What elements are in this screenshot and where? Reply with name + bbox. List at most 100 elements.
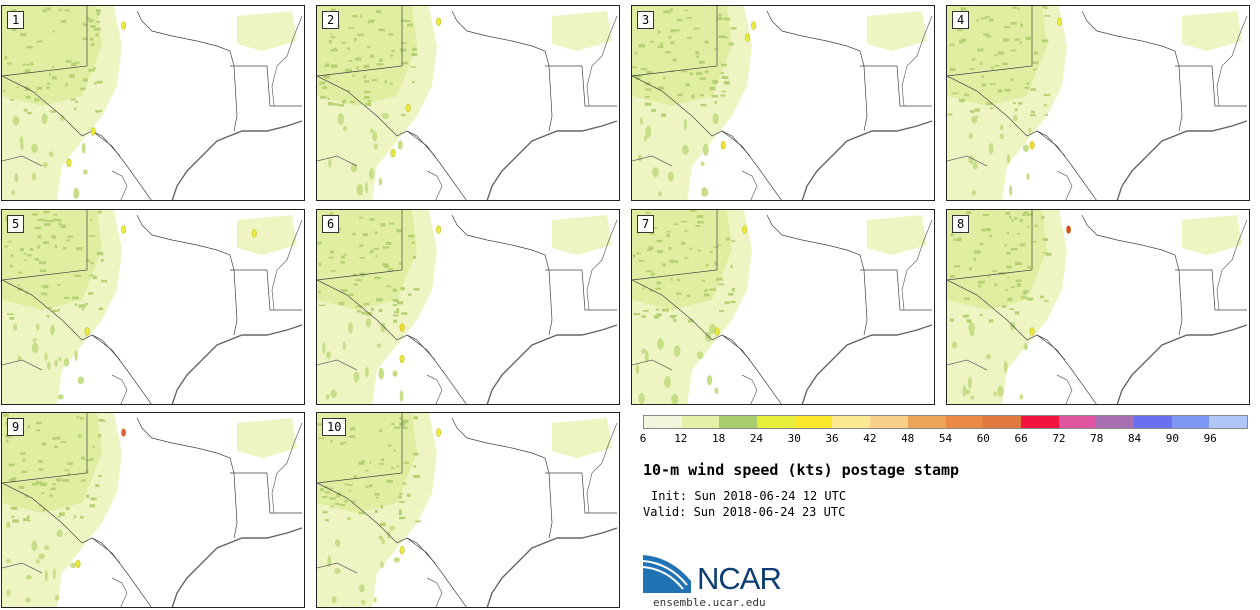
wind-speckle — [58, 8, 63, 11]
wind-cell — [1009, 185, 1013, 196]
wind-speckle — [681, 241, 686, 245]
wind-speckle — [381, 458, 384, 462]
wind-speckle — [80, 515, 84, 519]
state-border — [1216, 15, 1248, 107]
wind-cell — [997, 385, 1004, 397]
wind-speckle — [74, 274, 82, 277]
wind-speckle — [398, 516, 406, 520]
state-border — [91, 537, 121, 564]
wind-speckle — [346, 47, 350, 51]
wind-speckle — [957, 237, 962, 242]
wind-speckle — [23, 108, 28, 112]
wind-speckle — [969, 109, 974, 113]
wind-cell — [1028, 128, 1032, 133]
wind-cell — [1022, 144, 1030, 152]
wind-cell — [968, 132, 973, 139]
wind-speckle — [1022, 212, 1026, 216]
state-border — [2, 210, 88, 281]
wind-speckle — [724, 81, 730, 85]
wind-speckle — [715, 277, 723, 281]
colorbar-swatch — [1133, 416, 1172, 428]
state-border — [1216, 219, 1248, 311]
wind-cell — [41, 113, 48, 124]
wind-cell — [353, 371, 360, 383]
wind-speckle — [634, 51, 638, 55]
wind-speckle — [82, 22, 86, 26]
wind-speckle — [375, 276, 381, 280]
wind-speckle — [387, 444, 392, 447]
wind-speckle — [353, 283, 358, 286]
wind-speckle — [407, 234, 415, 238]
colorbar-ticks: 6 12 18 24 30 36 42 48 54 60 66 72 78 84 90 96 — [640, 432, 1248, 446]
wind-speckle — [328, 39, 332, 44]
wind-speckle — [22, 458, 26, 462]
wind-cell — [967, 376, 972, 389]
wind-speckle — [58, 515, 61, 518]
state-border — [1175, 269, 1247, 311]
wind-speckle — [74, 107, 77, 110]
wind-speckle — [714, 100, 717, 105]
wind-speckle — [645, 88, 652, 91]
wind-speckle — [74, 303, 77, 307]
wind-speckle — [993, 54, 998, 57]
colorbar-swatch — [1209, 416, 1247, 428]
wind-speckle — [53, 445, 59, 449]
wind-speckle — [986, 35, 992, 38]
wind-cell — [58, 357, 62, 362]
wind-speckle — [1027, 297, 1034, 301]
wind-speckle — [341, 255, 345, 259]
wind-speckle — [70, 74, 75, 78]
panel-label: 2 — [322, 11, 340, 29]
state-border — [1178, 65, 1183, 132]
state-border — [2, 75, 152, 200]
wind-speckle — [24, 259, 27, 262]
wind-speckle — [35, 429, 41, 432]
wind-cell — [364, 366, 369, 378]
wind-speckle — [82, 37, 88, 41]
wind-cell — [331, 596, 337, 604]
wind-speckle — [370, 54, 375, 58]
wind-cell — [35, 558, 40, 564]
wind-speckle — [338, 301, 345, 306]
wind-cell — [50, 324, 55, 336]
wind-speckle — [388, 222, 395, 225]
wind-speckle — [69, 74, 72, 78]
wind-speckle — [74, 61, 80, 64]
ncar-logo-text: NCAR — [697, 561, 782, 596]
wind-speckle — [412, 255, 417, 259]
wind-speckle — [670, 278, 673, 281]
wind-hotspot — [75, 559, 81, 569]
wind-speckle — [7, 313, 14, 315]
wind-cell — [31, 143, 38, 153]
wind-speckle — [666, 233, 670, 238]
wind-speckle — [328, 487, 334, 490]
wind-speckle — [7, 240, 12, 243]
colorbar-swatch — [1020, 416, 1059, 428]
wind-hotspot — [742, 225, 747, 234]
wind-cell — [1023, 343, 1028, 351]
wind-speckle — [1010, 78, 1014, 82]
wind-cell — [985, 354, 991, 360]
wind-speckle — [1027, 266, 1032, 269]
wind-speckle — [88, 19, 94, 23]
wind-speckle — [65, 239, 70, 242]
wind-speckle — [1014, 217, 1018, 220]
panel-label: 10 — [322, 418, 347, 436]
wind-speckle — [356, 305, 363, 308]
wind-field-northeast — [867, 215, 927, 255]
wind-speckle — [320, 96, 327, 99]
wind-speckle — [42, 8, 47, 13]
state-border — [91, 130, 121, 157]
wind-speckle — [382, 246, 390, 249]
wind-speckle — [340, 442, 344, 446]
wind-speckle — [10, 98, 15, 101]
wind-speckle — [375, 10, 382, 14]
wind-speckle — [685, 83, 690, 87]
wind-speckle — [40, 484, 44, 486]
wind-cell — [378, 367, 384, 380]
wind-speckle — [376, 298, 383, 302]
wind-speckle — [6, 62, 12, 65]
wind-speckle — [3, 89, 6, 92]
wind-speckle — [330, 505, 334, 508]
wind-speckle — [37, 245, 41, 249]
